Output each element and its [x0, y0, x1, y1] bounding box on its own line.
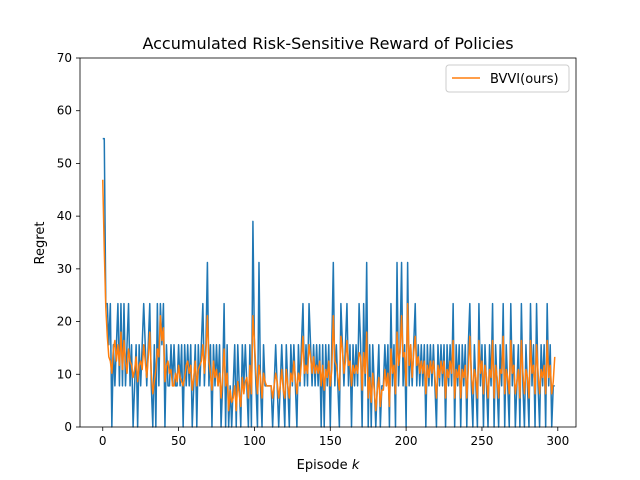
x-axis-label-var: k	[352, 458, 360, 473]
x-tick-label: 100	[243, 434, 266, 448]
legend-label: BVVI(ours)	[490, 72, 559, 87]
x-tick-label: 300	[546, 434, 569, 448]
x-tick-label: 50	[171, 434, 186, 448]
axes-frame	[79, 57, 577, 428]
y-tick-label: 20	[57, 315, 72, 329]
x-axis-label: Episode k	[297, 458, 360, 473]
y-axis-label: Regret	[33, 222, 48, 265]
x-axis-label-text: Episode	[297, 458, 348, 473]
y-tick-label: 30	[57, 262, 72, 276]
x-tick-label: 0	[99, 434, 107, 448]
x-axis-ticks: 0 50 100 150 200 250 300	[99, 427, 569, 448]
x-tick-label: 200	[395, 434, 418, 448]
y-tick-label: 40	[57, 209, 72, 223]
y-tick-label: 70	[57, 51, 72, 65]
y-tick-label: 50	[57, 156, 72, 170]
plot-area	[79, 57, 577, 428]
y-tick-label: 60	[57, 104, 72, 118]
legend-box	[445, 64, 570, 93]
series-layer	[102, 137, 556, 428]
x-tick-label: 150	[319, 434, 342, 448]
chart-title: Accumulated Risk-Sensitive Reward of Pol…	[142, 34, 513, 53]
x-tick-label: 250	[471, 434, 494, 448]
y-tick-label: 10	[57, 367, 72, 381]
y-axis-ticks: 0 10 20 30 40 50 60 70	[57, 51, 80, 434]
series-line-0	[102, 137, 555, 428]
legend: BVVI(ours)	[445, 64, 570, 93]
y-tick-label: 0	[64, 420, 72, 434]
series-line-1	[102, 179, 556, 412]
